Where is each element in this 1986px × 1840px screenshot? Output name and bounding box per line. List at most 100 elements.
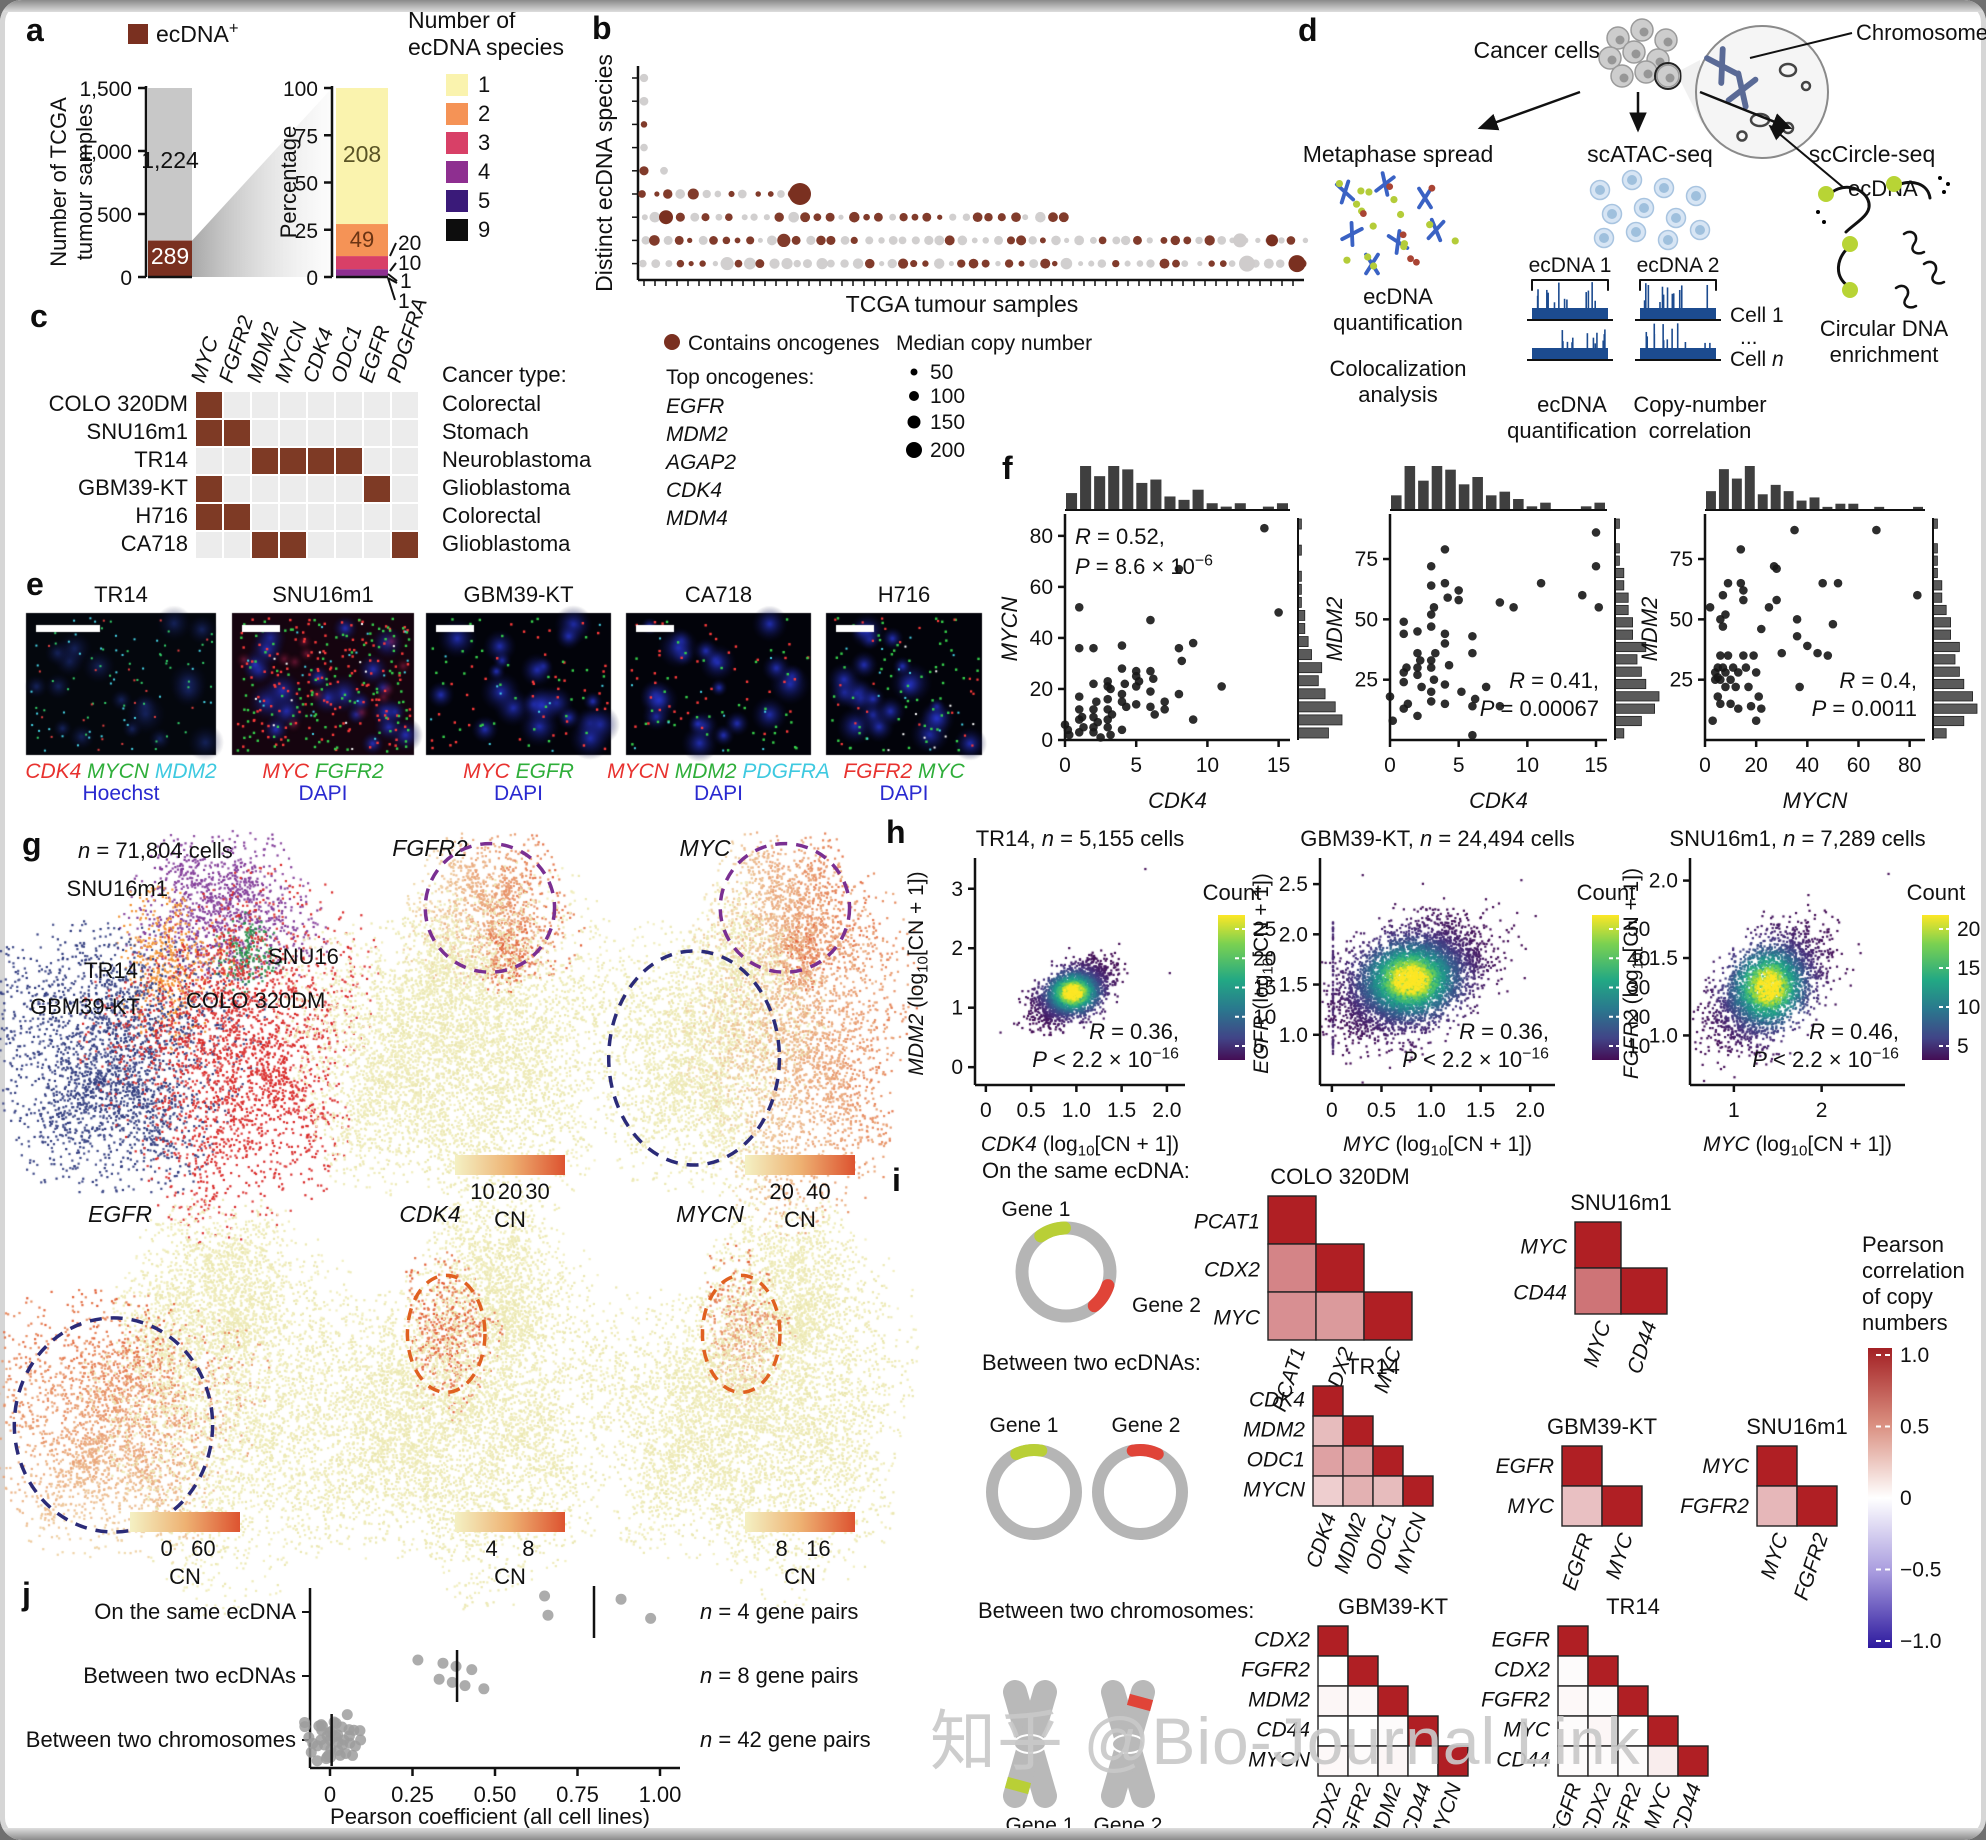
svg-text:Distinct ecDNA species: Distinct ecDNA species [591,54,617,292]
svg-text:Count: Count [1907,880,1966,905]
svg-text:GBM39-KT: GBM39-KT [463,582,573,607]
svg-text:MDM2: MDM2 [1248,1688,1310,1711]
svg-text:Number of TCGA: Number of TCGA [46,97,71,267]
svg-text:P < 2.2 × 10−16: P < 2.2 × 10−16 [1032,1046,1179,1072]
svg-text:TCGA tumour samples: TCGA tumour samples [846,291,1079,317]
svg-text:0: 0 [1041,729,1053,752]
svg-text:COLO 320DM: COLO 320DM [186,988,325,1013]
svg-text:Cancer cells: Cancer cells [1473,37,1600,63]
svg-text:COLO 320DM: COLO 320DM [49,391,188,416]
svg-text:1,500: 1,500 [79,78,132,101]
svg-text:P = 8.6 × 10−6: P = 8.6 × 10−6 [1075,553,1213,579]
svg-text:0.50: 0.50 [474,1782,517,1807]
svg-text:Chromosome: Chromosome [1856,20,1986,45]
svg-text:TR14: TR14 [84,958,138,983]
svg-text:TR14, n = 5,155 cells: TR14, n = 5,155 cells [976,826,1185,851]
svg-text:EGFR: EGFR [1496,1455,1554,1478]
svg-text:0: 0 [1384,754,1396,777]
svg-text:Percentage: Percentage [276,126,301,239]
frame-bottom-edge [0,1828,1986,1840]
svg-text:75: 75 [1355,548,1378,571]
svg-text:R = 0.4,: R = 0.4, [1839,668,1917,693]
svg-text:2: 2 [478,101,490,126]
svg-text:Between two chromosomes:: Between two chromosomes: [978,1598,1254,1623]
panel-g-label: g [22,826,42,862]
svg-text:n = 4 gene pairs: n = 4 gene pairs [700,1599,858,1624]
svg-text:TR14: TR14 [94,582,148,607]
svg-text:CDK4: CDK4 [1469,788,1528,813]
panel-d: Cancer cells Chromosome ecDNA Metaphase spr… [1303,18,1986,443]
svg-text:EGFR (log10[CN + 1]): EGFR (log10[CN + 1]) [1250,873,1277,1074]
panel-j-label: j [22,1576,31,1612]
svg-text:Cell 1: Cell 1 [1730,304,1784,327]
svg-text:ecDNA species: ecDNA species [408,34,564,60]
svg-text:Contains oncogenes: Contains oncogenes [688,332,879,355]
svg-text:MYC: MYC [1503,1718,1551,1741]
svg-text:EGFR: EGFR [1558,1530,1598,1593]
svg-text:FGFR2 (log10[CN + 1]): FGFR2 (log10[CN + 1]) [1620,868,1647,1079]
svg-text:SNU16m1: SNU16m1 [87,419,188,444]
svg-text:500: 500 [97,204,132,227]
svg-text:CD44: CD44 [1513,1281,1567,1304]
svg-text:Count: Count [1203,880,1262,905]
svg-text:MYC (log10[CN + 1]): MYC (log10[CN + 1]) [1703,1133,1892,1160]
svg-text:Colocalization: Colocalization [1330,356,1467,381]
svg-text:0: 0 [1059,754,1071,777]
svg-text:10: 10 [398,252,421,275]
svg-text:Metaphase spread: Metaphase spread [1303,141,1494,167]
svg-text:50: 50 [1670,608,1693,631]
svg-text:15: 15 [1957,957,1980,980]
svg-text:Hoechst: Hoechst [82,782,159,805]
svg-text:n = 71,804 cells: n = 71,804 cells [78,838,233,863]
svg-text:Gene 1: Gene 1 [990,1414,1059,1437]
svg-text:SNU16m1: SNU16m1 [272,582,373,607]
svg-text:Between two chromosomes: Between two chromosomes [26,1727,296,1752]
svg-text:15: 15 [1584,754,1607,777]
svg-text:quantification: quantification [1507,418,1637,443]
svg-text:200: 200 [930,439,965,462]
svg-text:9: 9 [478,217,490,242]
svg-text:MYC: MYC [1602,1530,1639,1582]
svg-text:DAPI: DAPI [298,782,347,805]
svg-text:1: 1 [398,290,410,313]
svg-text:−1.0: −1.0 [1900,1630,1941,1653]
svg-text:Copy-number: Copy-number [1633,392,1766,417]
panel-i-label: i [892,1162,901,1198]
svg-text:10: 10 [1957,996,1980,1019]
svg-text:25: 25 [1253,918,1276,941]
svg-text:208: 208 [343,141,381,167]
svg-text:SNU16m1, n = 7,289 cells: SNU16m1, n = 7,289 cells [1669,826,1925,851]
svg-text:FGFR2: FGFR2 [392,835,468,861]
svg-text:100: 100 [283,78,318,101]
svg-text:MYC: MYC [1520,1235,1568,1258]
svg-text:SNU16m1: SNU16m1 [1746,1414,1847,1439]
svg-text:ecDNA 1: ecDNA 1 [1529,254,1612,277]
svg-text:R = 0.36,: R = 0.36, [1459,1019,1549,1044]
svg-text:20: 20 [1030,678,1053,701]
svg-text:1.5: 1.5 [1279,974,1308,997]
svg-text:40: 40 [806,1179,830,1204]
svg-text:P < 2.2 × 10−16: P < 2.2 × 10−16 [1402,1046,1549,1072]
svg-text:quantification: quantification [1333,310,1463,335]
panel-b: Distinct ecDNA species TCGA tumour sample… [591,54,1309,530]
svg-text:EGFR: EGFR [1492,1628,1550,1651]
svg-text:2.0: 2.0 [1279,923,1308,946]
svg-text:GBM39-KT: GBM39-KT [1547,1414,1657,1439]
svg-text:60: 60 [191,1536,215,1561]
svg-text:FGFR2 MYC: FGFR2 MYC [843,760,965,783]
svg-text:CDK4: CDK4 [1249,1388,1305,1411]
svg-text:50: 50 [1627,918,1650,941]
svg-text:1: 1 [400,270,412,293]
svg-text:0.5: 0.5 [1900,1416,1929,1439]
svg-text:MYC: MYC [1702,1455,1750,1478]
svg-text:CDK4: CDK4 [399,1201,460,1227]
svg-text:2.5: 2.5 [1279,873,1308,896]
svg-text:15: 15 [1253,977,1276,1000]
svg-text:MYCN: MYCN [676,1201,744,1227]
svg-text:20: 20 [1957,918,1980,941]
svg-text:75: 75 [1670,548,1693,571]
svg-text:MYC: MYC [1213,1307,1261,1330]
